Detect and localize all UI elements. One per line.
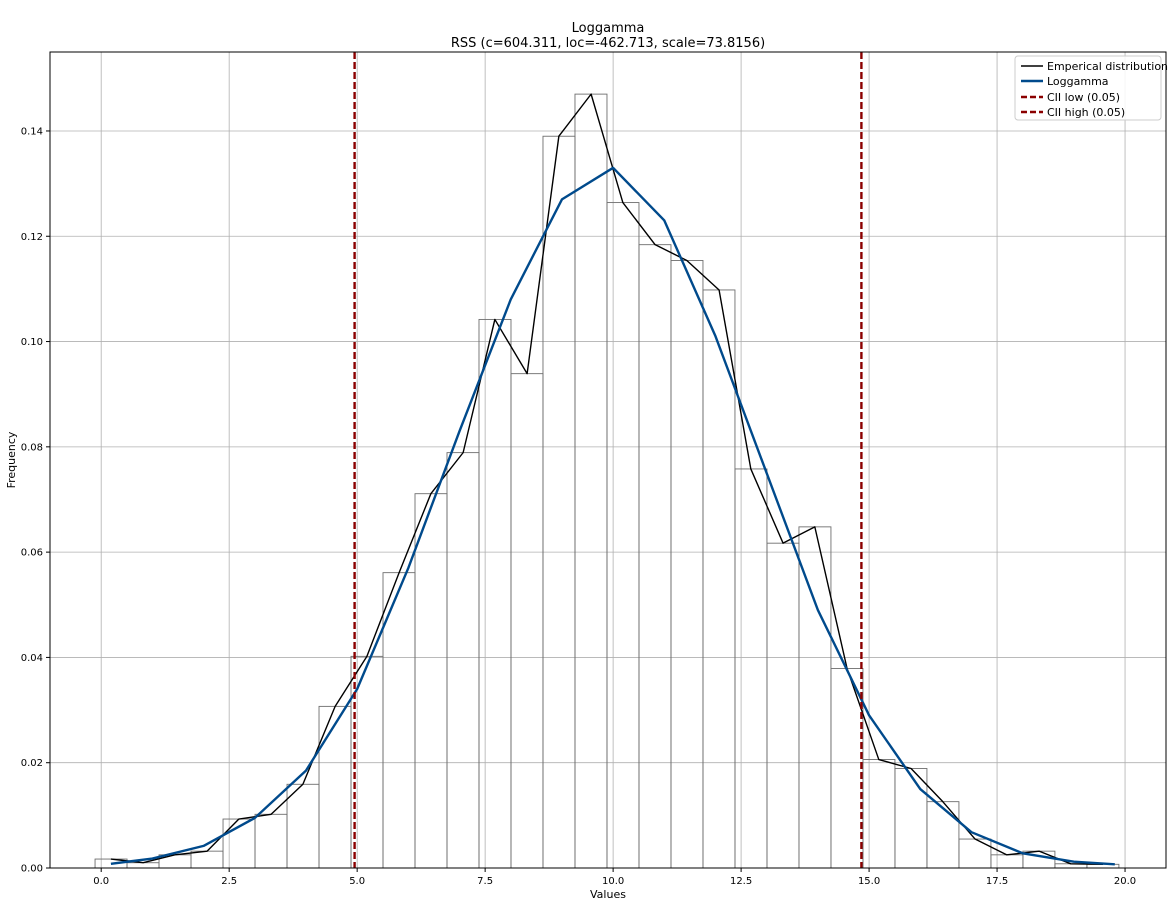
- histogram-bar-15: [574, 93, 608, 869]
- legend-label-cii-high: CII high (0.05): [1047, 106, 1125, 119]
- histogram-bar-18: [670, 260, 704, 869]
- chart-title: Loggamma: [572, 21, 645, 36]
- histogram-bar-26: [926, 801, 960, 869]
- histogram-bar-1: [126, 862, 160, 869]
- histogram-bar-24: [862, 759, 896, 869]
- x-axis-label: Values: [590, 888, 626, 901]
- y-tick-label-3: 0.06: [21, 548, 43, 559]
- histogram-bar-16: [606, 202, 640, 869]
- grid: [50, 52, 1166, 869]
- histogram-bar-14: [542, 135, 576, 869]
- x-tick-label-4: 10.0: [602, 876, 624, 887]
- histogram-bar-20: [734, 468, 768, 869]
- chart-subtitle: RSS (c=604.311, loc=-462.713, scale=73.8…: [451, 36, 765, 51]
- histogram-bar-25: [894, 768, 928, 869]
- y-tick-label-4: 0.08: [21, 442, 43, 453]
- histogram-bar-13: [510, 373, 544, 869]
- x-tick-label-1: 2.5: [221, 876, 237, 887]
- x-tick-label-0: 0.0: [93, 876, 109, 887]
- x-tick-label-6: 15.0: [858, 876, 880, 887]
- histogram-bar-8: [350, 655, 384, 869]
- histogram-bar-11: [446, 452, 480, 869]
- y-tick-label-2: 0.04: [21, 653, 43, 664]
- series-line-empirical: [110, 93, 1104, 866]
- confidence-lines: [353, 52, 863, 868]
- y-tick-label-7: 0.14: [21, 126, 43, 137]
- series-lines: [110, 93, 1115, 866]
- x-tick-label-7: 17.5: [986, 876, 1008, 887]
- x-tick-label-5: 12.5: [730, 876, 752, 887]
- series-line-loggamma: [110, 166, 1115, 866]
- histogram-bar-12: [478, 318, 512, 869]
- histogram-bar-28: [990, 854, 1024, 869]
- histogram-bar-21: [766, 542, 800, 869]
- histogram-bar-27: [958, 838, 992, 869]
- histogram-bars: [94, 93, 1120, 869]
- histogram-bar-3: [190, 850, 224, 869]
- legend-label-cii-low: CII low (0.05): [1047, 91, 1120, 104]
- histogram-bar-5: [254, 813, 288, 869]
- y-axis-ticks: 0.00 0.02 0.04 0.06 0.08 0.10 0.12 0.14: [21, 126, 50, 875]
- x-tick-label-8: 20.0: [1114, 876, 1136, 887]
- legend: Emperical distribution Loggamma CII low …: [1014, 55, 1168, 121]
- legend-box: [1014, 55, 1162, 121]
- histogram-bar-17: [638, 244, 672, 869]
- y-tick-label-5: 0.10: [21, 337, 43, 348]
- legend-label-loggamma: Loggamma: [1047, 75, 1109, 88]
- y-axis-label: Frequency: [5, 431, 18, 488]
- y-tick-label-6: 0.12: [21, 232, 43, 243]
- y-tick-label-0: 0.00: [21, 864, 43, 875]
- y-tick-label-1: 0.02: [21, 758, 43, 769]
- plot-frame: [49, 51, 1167, 869]
- x-tick-label-2: 5.0: [349, 876, 365, 887]
- x-tick-label-3: 7.5: [477, 876, 493, 887]
- legend-label-empirical: Emperical distribution: [1047, 60, 1168, 73]
- x-axis-ticks: 0.0 2.5 5.0 7.5 10.0 12.5 15.0 17.5 20.0: [93, 868, 1136, 887]
- histogram-bar-10: [414, 493, 448, 869]
- histogram-bar-6: [286, 783, 320, 869]
- histogram-bar-7: [318, 705, 352, 869]
